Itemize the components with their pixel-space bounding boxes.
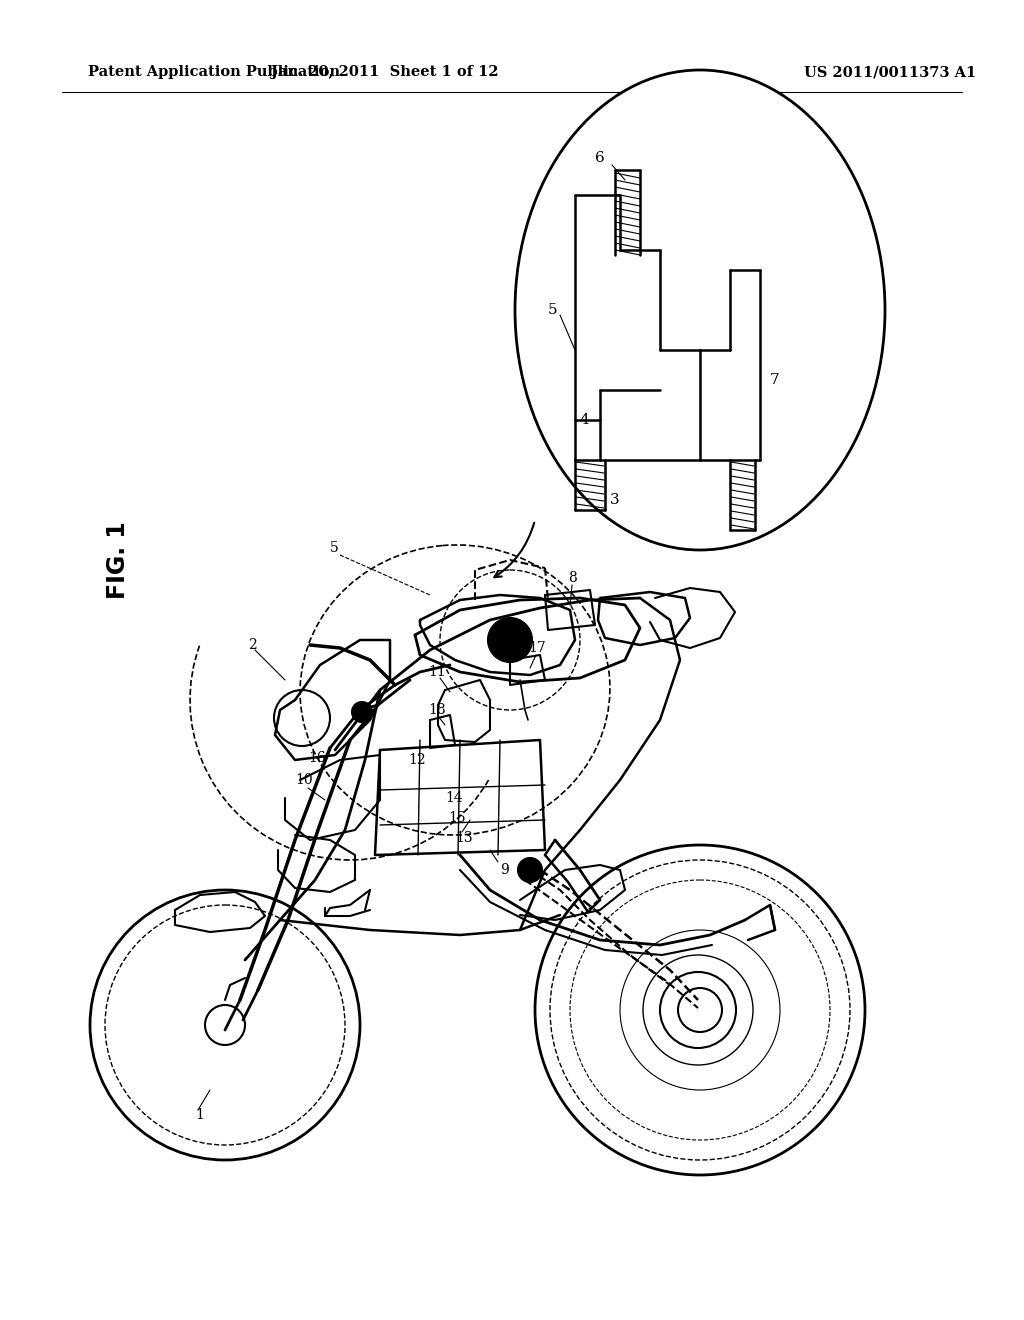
Text: 5: 5 <box>330 541 339 554</box>
Text: 11: 11 <box>428 665 445 678</box>
Text: 18: 18 <box>428 704 445 717</box>
Text: 8: 8 <box>568 572 577 585</box>
Text: 7: 7 <box>770 374 779 387</box>
Text: FIG. 1: FIG. 1 <box>106 521 130 599</box>
Text: 9: 9 <box>500 863 509 876</box>
Text: 10: 10 <box>295 774 312 787</box>
Text: 4: 4 <box>580 413 590 426</box>
FancyArrowPatch shape <box>495 523 535 577</box>
Circle shape <box>488 618 532 663</box>
Circle shape <box>518 858 542 882</box>
Text: 2: 2 <box>248 638 257 652</box>
Text: 15: 15 <box>449 810 466 825</box>
Text: US 2011/0011373 A1: US 2011/0011373 A1 <box>804 65 976 79</box>
Text: 16: 16 <box>308 751 326 766</box>
Ellipse shape <box>515 70 885 550</box>
Circle shape <box>352 702 372 722</box>
Text: 6: 6 <box>595 150 605 165</box>
Text: 17: 17 <box>528 642 546 655</box>
Text: 3: 3 <box>610 492 620 507</box>
Text: 14: 14 <box>445 791 463 805</box>
Text: 1: 1 <box>195 1107 204 1122</box>
Text: 5: 5 <box>548 304 558 317</box>
Text: Patent Application Publication: Patent Application Publication <box>88 65 340 79</box>
Text: 12: 12 <box>408 752 426 767</box>
Text: 13: 13 <box>455 832 473 845</box>
Text: Jan. 20, 2011  Sheet 1 of 12: Jan. 20, 2011 Sheet 1 of 12 <box>271 65 499 79</box>
